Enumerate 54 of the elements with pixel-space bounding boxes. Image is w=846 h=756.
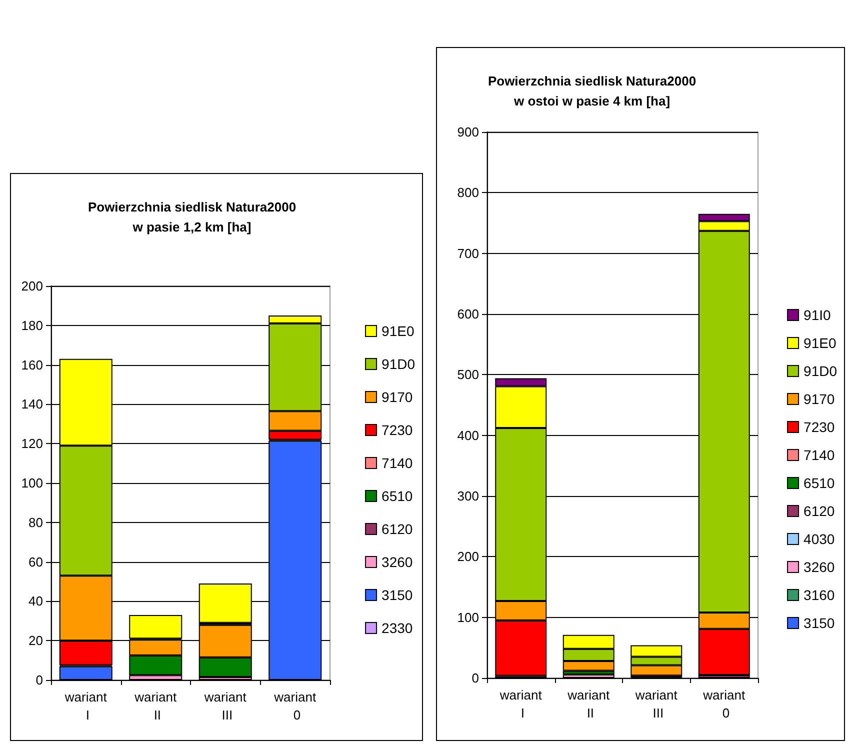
x-tick-label: wariant III	[634, 688, 678, 720]
legend-label: 4030	[804, 531, 835, 547]
legend-label: 7140	[382, 455, 413, 471]
y-tick-label: 400	[457, 428, 479, 443]
y-tick-label: 200	[21, 278, 43, 294]
y-tick-label: 120	[21, 436, 43, 452]
legend-label: 91I0	[804, 307, 831, 323]
legend-label: 7230	[382, 422, 413, 438]
x-tick-label: wariant III	[203, 690, 247, 722]
legend-label: 3150	[382, 587, 413, 603]
y-tick-label: 40	[28, 594, 43, 609]
legend-label: 91E0	[382, 323, 414, 339]
legend-label: 91D0	[382, 356, 416, 372]
legend-label: 2330	[382, 620, 413, 636]
y-tick-label: 140	[21, 396, 43, 412]
legend-label: 3260	[804, 559, 835, 575]
x-tick-label: wariant 0	[702, 688, 746, 720]
y-tick-label: 100	[457, 610, 479, 625]
legend-label: 3260	[382, 554, 413, 570]
y-tick-label: 700	[457, 246, 479, 261]
x-tick-label: wariant II	[134, 690, 177, 722]
legend-label: 6510	[804, 475, 835, 491]
x-tick-label: wariant 0	[273, 690, 316, 722]
legend-label: 7140	[804, 447, 835, 463]
legend-label: 3160	[804, 587, 835, 603]
y-tick-label: 500	[457, 367, 479, 382]
y-tick-label: 100	[21, 476, 43, 490]
legend-label: 6120	[382, 521, 413, 537]
legend-label: 9170	[382, 389, 413, 405]
legend-label: 6510	[382, 488, 413, 504]
y-tick-label: 600	[457, 306, 479, 322]
chart-title: Powierzchnia siedlisk Natura2000 w pasie 1,2 km [ha]	[88, 200, 296, 234]
x-tick-label: wariant I	[64, 690, 108, 722]
bar	[562, 674, 614, 678]
legend-label: 7230	[804, 419, 835, 435]
legend-label: 9170	[804, 391, 835, 407]
y-tick-label: 20	[28, 633, 43, 648]
x-tick-label: wariant I	[498, 688, 542, 720]
y-tick-label: 0	[472, 670, 479, 686]
chart-title: Powierzchnia siedlisk Natura2000 w ostoi w pasie 4 km [ha]	[488, 74, 696, 108]
y-tick-label: 300	[457, 488, 479, 504]
y-tick-label: 0	[36, 672, 43, 688]
x-tick-label: wariant II	[566, 688, 610, 720]
legend-label: 6120	[804, 503, 835, 519]
y-tick-label: 160	[21, 357, 43, 372]
legend-label: 91E0	[804, 335, 836, 351]
y-tick-label: 180	[21, 318, 43, 333]
y-tick-label: 80	[28, 514, 43, 530]
y-tick-label: 200	[457, 549, 479, 564]
y-tick-label: 900	[457, 124, 479, 140]
legend-label: 91D0	[804, 363, 838, 379]
y-tick-label: 800	[457, 185, 479, 200]
y-tick-label: 60	[28, 554, 43, 570]
legend-label: 3150	[804, 615, 835, 631]
